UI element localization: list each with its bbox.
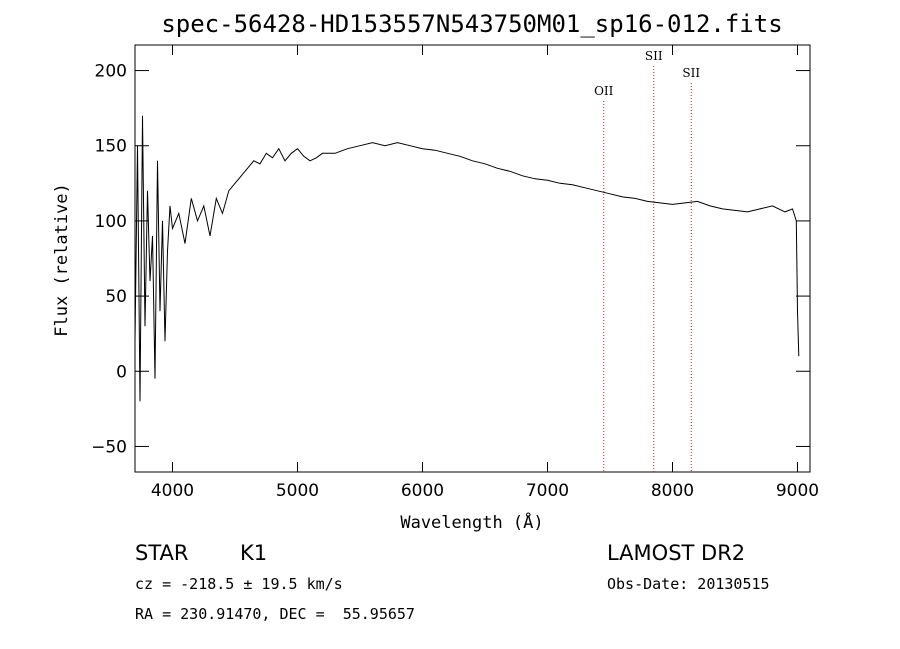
survey-name: LAMOST DR2 — [607, 541, 746, 565]
y-tick-label: 200 — [95, 62, 127, 82]
y-tick-label: 0 — [116, 362, 127, 382]
spectral-line-label: SII — [645, 49, 663, 63]
object-subclass: K1 — [240, 541, 268, 565]
y-tick-label: 150 — [95, 137, 127, 157]
y-axis: −50 0 50 100 150 200 — [91, 62, 810, 457]
x-tick-label: 5000 — [276, 481, 319, 501]
plot-frame — [134, 44, 811, 473]
coordinates-readout: RA = 230.91470, DEC = 55.95657 — [135, 605, 415, 623]
chart-title: spec-56428-HD153557N543750M01_sp16-012.f… — [161, 10, 782, 38]
spectral-line-markers: OII SII SII — [594, 49, 700, 472]
x-tick-label: 6000 — [401, 481, 444, 501]
x-tick-label: 7000 — [526, 481, 569, 501]
x-axis: 4000 5000 6000 7000 8000 9000 — [151, 45, 819, 501]
spectral-line-label: SII — [682, 66, 700, 80]
y-tick-label: 100 — [95, 212, 127, 232]
redshift-readout: cz = -218.5 ± 19.5 km/s — [135, 575, 343, 593]
x-axis-label: Wavelength (Å) — [400, 511, 543, 533]
y-axis-label: Flux (relative) — [52, 183, 72, 337]
x-tick-label: 4000 — [151, 481, 194, 501]
y-tick-label: −50 — [91, 437, 127, 457]
observation-date: Obs-Date: 20130515 — [607, 575, 770, 593]
object-type: STAR — [135, 541, 189, 565]
spectral-line-label: OII — [594, 84, 614, 98]
y-tick-label: 50 — [105, 287, 127, 307]
spectrum-series-line — [134, 115, 800, 402]
x-tick-label: 8000 — [651, 481, 694, 501]
x-tick-label: 9000 — [776, 481, 819, 501]
